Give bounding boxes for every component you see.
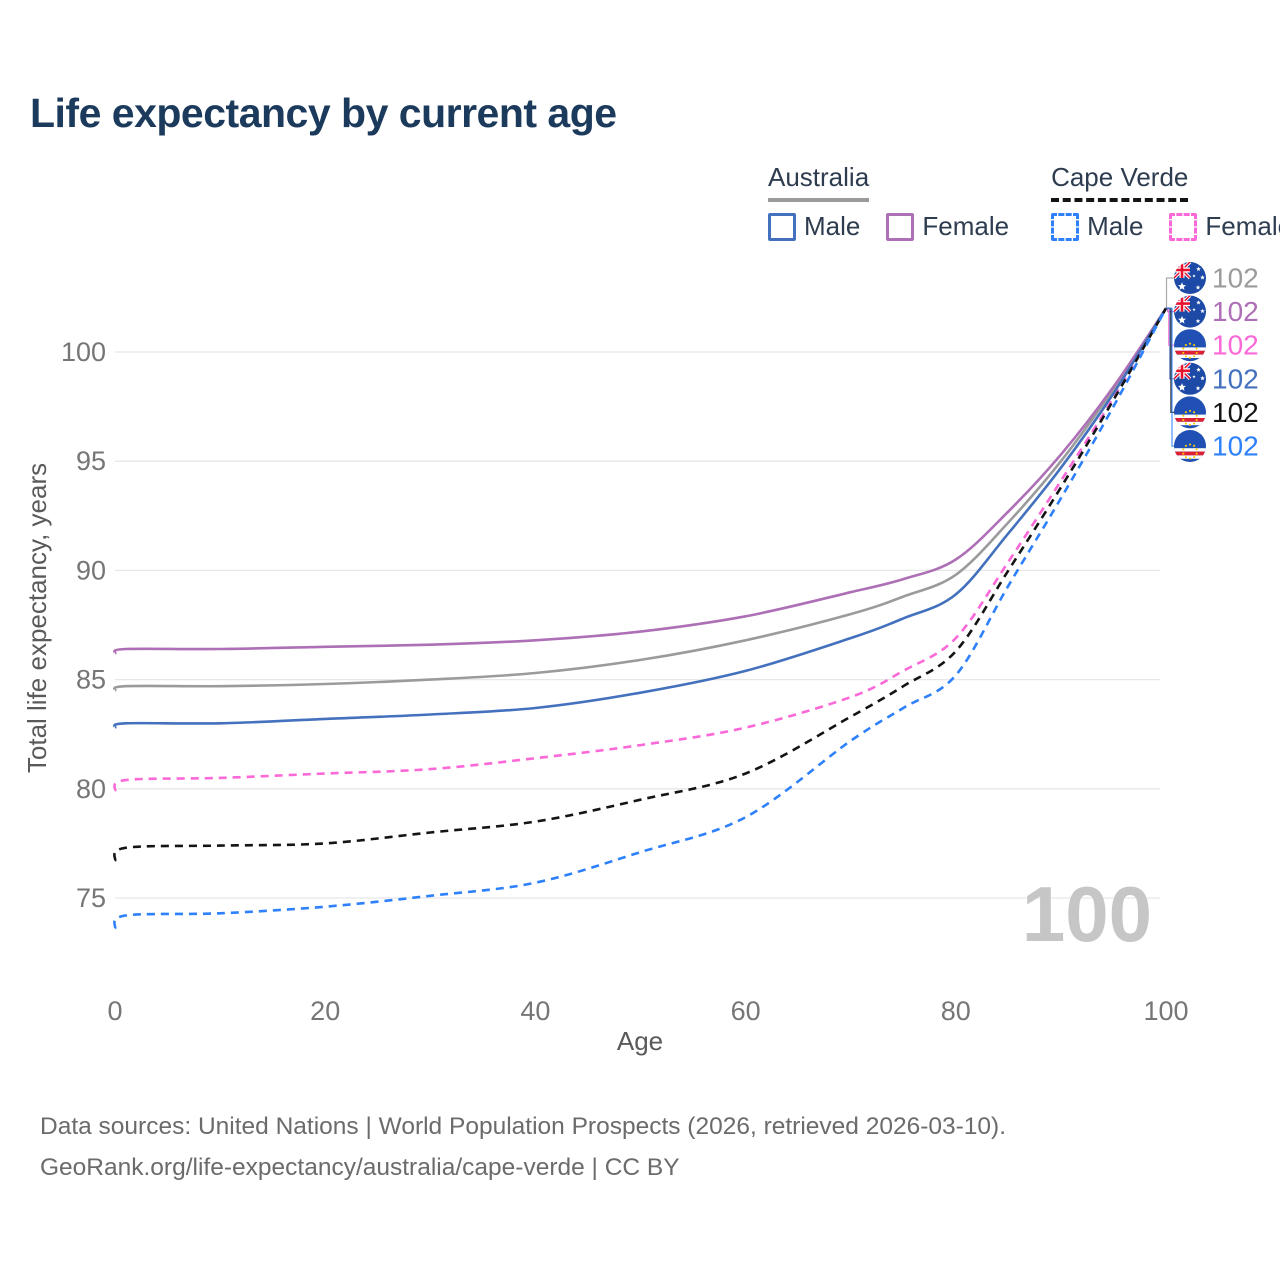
x-tick-label: 80 bbox=[941, 996, 971, 1026]
x-tick-label: 20 bbox=[310, 996, 340, 1026]
legend-item-label: Female bbox=[922, 211, 1010, 241]
flag-icon-australia bbox=[1174, 262, 1206, 294]
end-value-label-australia-male: 102 bbox=[1212, 363, 1259, 394]
y-tick-label: 95 bbox=[76, 446, 106, 476]
footer: Data sources: United Nations | World Pop… bbox=[40, 1106, 1006, 1188]
page-title: Life expectancy by current age bbox=[30, 90, 617, 136]
y-tick-label: 90 bbox=[76, 555, 106, 585]
end-label-leader-line bbox=[1166, 307, 1174, 380]
end-value-label-cape-verde-female: 102 bbox=[1212, 330, 1259, 361]
series-line-australia-female bbox=[113, 307, 1168, 655]
flag-icon-cape-verde bbox=[1174, 430, 1206, 462]
y-axis-title: Total life expectancy, years bbox=[22, 463, 52, 773]
series-line-australia-all bbox=[113, 307, 1168, 692]
x-tick-label: 40 bbox=[520, 996, 550, 1026]
flag-icon-australia bbox=[1174, 362, 1206, 395]
series-line-cape-verde-all bbox=[113, 307, 1168, 862]
legend-item-cape-verde-male[interactable]: Male bbox=[1051, 211, 1143, 242]
x-tick-label: 100 bbox=[1143, 996, 1188, 1026]
flag-icon-cape-verde bbox=[1174, 396, 1206, 429]
flag-icon-cape-verde bbox=[1174, 329, 1206, 362]
series-line-australia-male bbox=[113, 307, 1168, 729]
x-axis-title: Age bbox=[617, 1026, 663, 1056]
y-tick-label: 80 bbox=[76, 774, 106, 804]
y-tick-label: 100 bbox=[61, 337, 106, 367]
end-value-label-cape-verde-male: 102 bbox=[1212, 431, 1259, 462]
series-line-cape-verde-male bbox=[113, 307, 1168, 930]
end-label-leader-line bbox=[1166, 307, 1174, 447]
x-tick-label: 0 bbox=[107, 996, 122, 1026]
line-swatch-icon bbox=[768, 212, 796, 241]
legend-item-label: Male bbox=[804, 211, 861, 241]
line-swatch-icon bbox=[886, 212, 915, 241]
line-swatch-icon bbox=[1051, 212, 1080, 241]
legend-group-cape-verde: Cape Verde Male Female bbox=[1051, 162, 1280, 242]
footer-link-line: GeoRank.org/life-expectancy/australia/ca… bbox=[40, 1154, 680, 1181]
legend-item-label: Female bbox=[1205, 211, 1280, 241]
legend: Australia Male Female Cape Verde Male bbox=[768, 162, 1280, 242]
legend-item-cape-verde-female[interactable]: Female bbox=[1169, 211, 1280, 242]
legend-item-label: Male bbox=[1087, 211, 1144, 241]
current-age-watermark: 100 bbox=[1022, 870, 1152, 958]
end-value-label-australia-all: 102 bbox=[1212, 263, 1259, 294]
legend-item-australia-female[interactable]: Female bbox=[886, 211, 1009, 242]
legend-header-australia[interactable]: Australia bbox=[768, 162, 870, 202]
y-tick-label: 75 bbox=[76, 883, 106, 913]
legend-items-cape-verde: Male Female bbox=[1051, 211, 1280, 242]
line-swatch-icon bbox=[1169, 212, 1198, 241]
x-tick-label: 60 bbox=[731, 996, 761, 1026]
end-value-label-cape-verde-all: 102 bbox=[1212, 397, 1259, 428]
legend-item-australia-male[interactable]: Male bbox=[768, 211, 860, 242]
footer-source-line: Data sources: United Nations | World Pop… bbox=[40, 1113, 1007, 1140]
y-tick-label: 85 bbox=[76, 665, 106, 695]
legend-group-australia: Australia Male Female bbox=[768, 162, 1009, 242]
legend-header-cape-verde[interactable]: Cape Verde bbox=[1051, 162, 1189, 202]
end-value-label-australia-female: 102 bbox=[1212, 296, 1259, 327]
legend-items-australia: Male Female bbox=[768, 211, 1009, 242]
end-label-leader-line bbox=[1165, 277, 1174, 309]
flag-icon-australia bbox=[1174, 295, 1206, 328]
series-line-cape-verde-female bbox=[113, 307, 1168, 792]
